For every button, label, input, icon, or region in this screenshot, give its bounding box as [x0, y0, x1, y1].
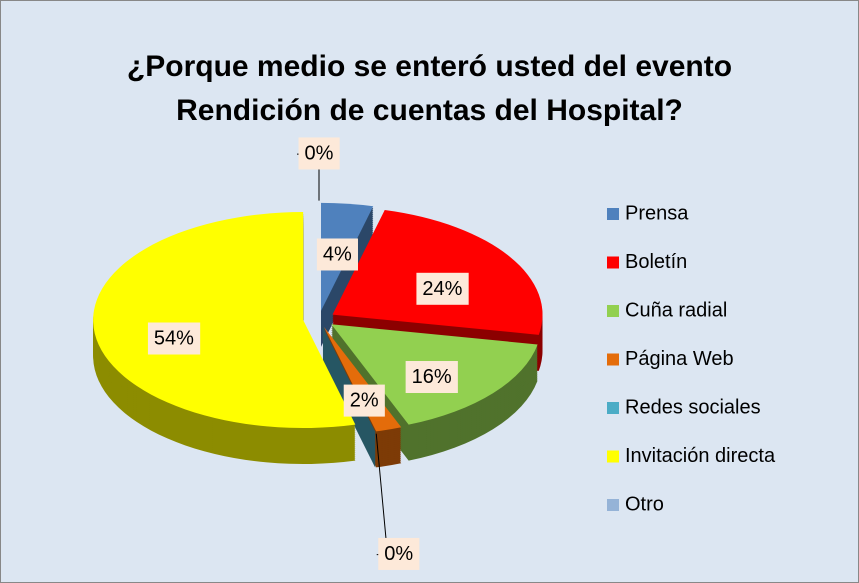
data-label: 16%	[412, 366, 452, 388]
legend-label: Redes sociales	[625, 396, 761, 418]
legend-label: Prensa	[625, 202, 689, 224]
data-label: 0%	[305, 142, 334, 164]
label-box	[405, 361, 458, 394]
legend-label: Página Web	[625, 348, 734, 370]
label-box	[416, 272, 469, 305]
chart-title: ¿Porque medio se enteró usted del evento…	[126, 50, 733, 127]
legend-swatch	[607, 499, 619, 511]
legend-label: Cuña radial	[625, 299, 727, 321]
label-box	[147, 322, 201, 355]
slice	[93, 212, 356, 429]
data-label: 24%	[422, 278, 462, 300]
label-box	[298, 137, 340, 170]
legend-swatch	[607, 305, 619, 317]
data-label: 54%	[154, 328, 194, 350]
label-box	[316, 238, 358, 271]
data-label: 2%	[350, 390, 379, 412]
label-box	[378, 537, 420, 570]
label-box	[343, 384, 385, 417]
legend-swatch	[607, 450, 619, 463]
data-label: 4%	[323, 243, 352, 265]
legend-swatch	[607, 353, 619, 366]
legend-swatch	[607, 208, 619, 220]
slice	[332, 209, 543, 335]
legend-swatch	[607, 402, 619, 414]
legend-label: Otro	[625, 493, 664, 515]
legend-label: Invitación directa	[625, 445, 776, 467]
legend-label: Boletín	[625, 251, 687, 273]
data-label: 0%	[384, 543, 413, 565]
legend-swatch	[607, 256, 619, 269]
